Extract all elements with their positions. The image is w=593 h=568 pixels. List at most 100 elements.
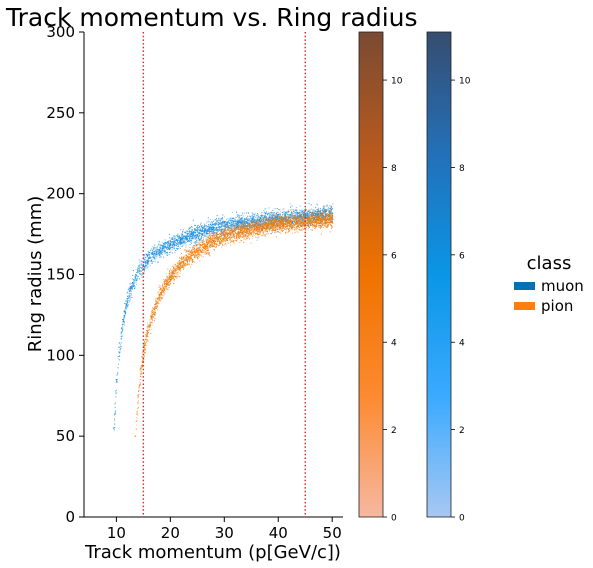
data-mark-muon (240, 220, 242, 222)
data-mark-muon (253, 214, 255, 215)
data-mark-pion (253, 232, 255, 234)
data-mark-muon (176, 248, 178, 250)
data-mark-pion (166, 275, 168, 277)
data-mark-muon (215, 228, 217, 230)
data-mark-pion (289, 215, 291, 216)
data-mark-pion (153, 308, 155, 310)
data-mark-muon (184, 243, 186, 245)
data-mark-muon (200, 240, 202, 242)
data-mark-muon (262, 217, 264, 218)
data-mark-muon (137, 269, 138, 271)
data-mark-muon (195, 238, 197, 240)
data-mark-muon (139, 264, 140, 266)
data-mark-muon (211, 229, 213, 231)
data-mark-muon (214, 223, 216, 225)
data-mark-muon (124, 311, 126, 313)
data-mark-muon (275, 218, 277, 220)
data-mark-muon (173, 243, 175, 245)
data-mark-pion (273, 215, 275, 217)
data-mark-muon (197, 227, 199, 229)
data-mark-pion (297, 215, 299, 217)
data-mark-muon (144, 261, 146, 263)
data-mark-muon (193, 235, 195, 237)
data-mark-pion (169, 273, 171, 275)
data-mark-muon (326, 205, 328, 207)
data-mark-muon (176, 243, 178, 245)
data-mark-muon (197, 231, 199, 233)
data-mark-pion (299, 213, 301, 215)
data-mark-pion (273, 228, 275, 230)
data-mark-muon (215, 223, 217, 225)
data-mark-pion (239, 230, 241, 232)
data-mark-pion (286, 227, 288, 229)
data-mark-muon (191, 233, 193, 235)
data-mark-muon (254, 221, 256, 223)
data-mark-pion (161, 294, 163, 295)
data-mark-muon (329, 212, 331, 214)
data-mark-pion (191, 254, 193, 256)
data-mark-pion (238, 234, 240, 236)
data-mark-muon (196, 234, 198, 236)
data-mark-muon (320, 213, 322, 215)
data-mark-muon (169, 244, 171, 246)
data-mark-muon (158, 253, 159, 255)
data-mark-muon (300, 211, 302, 213)
data-mark-muon (169, 254, 170, 256)
data-mark-muon (261, 212, 263, 214)
data-mark-muon (209, 232, 210, 234)
data-mark-muon (132, 270, 134, 272)
data-mark-muon (145, 253, 147, 255)
data-mark-muon (151, 253, 153, 255)
data-mark-muon (302, 211, 304, 213)
data-mark-pion (222, 234, 224, 236)
data-mark-muon (242, 215, 244, 217)
data-mark-muon (281, 218, 283, 220)
data-mark-muon (171, 238, 173, 240)
data-mark-pion (149, 319, 151, 321)
data-mark-pion (166, 283, 168, 285)
data-mark-muon (309, 212, 311, 214)
data-mark-muon (178, 236, 180, 238)
data-mark-muon (178, 235, 180, 236)
data-mark-muon (155, 250, 157, 252)
data-mark-muon (140, 273, 142, 275)
data-mark-pion (233, 241, 235, 243)
data-mark-muon (235, 225, 237, 227)
data-mark-pion (296, 218, 298, 219)
data-mark-muon (136, 284, 137, 286)
data-mark-muon (181, 237, 183, 239)
data-mark-muon (302, 223, 304, 225)
data-mark-muon (213, 228, 215, 230)
data-mark-pion (301, 224, 303, 226)
data-mark-muon (252, 225, 254, 227)
data-mark-muon (212, 228, 214, 230)
data-mark-muon (310, 225, 312, 226)
data-mark-muon (215, 226, 217, 228)
data-mark-muon (224, 225, 226, 227)
data-mark-muon (177, 240, 179, 241)
data-mark-muon (161, 252, 163, 254)
data-mark-pion (193, 254, 195, 256)
data-mark-muon (307, 212, 308, 214)
data-mark-pion (172, 269, 174, 271)
data-mark-pion (322, 219, 324, 221)
data-mark-pion (274, 224, 276, 226)
data-mark-muon (140, 260, 142, 262)
data-mark-pion (176, 269, 178, 271)
data-mark-muon (116, 392, 118, 394)
data-mark-muon (308, 216, 309, 218)
data-mark-pion (271, 218, 273, 220)
data-mark-muon (295, 211, 297, 213)
data-mark-muon (250, 216, 252, 218)
data-mark-pion (269, 226, 271, 228)
data-mark-pion (164, 281, 166, 283)
data-mark-muon (250, 218, 252, 220)
data-mark-muon (117, 356, 119, 357)
data-mark-muon (315, 213, 317, 215)
data-mark-muon (161, 244, 163, 246)
data-mark-muon (141, 270, 143, 272)
data-mark-pion (300, 221, 302, 223)
data-mark-muon (138, 259, 140, 261)
data-mark-pion (244, 228, 246, 230)
data-mark-muon (144, 267, 146, 269)
